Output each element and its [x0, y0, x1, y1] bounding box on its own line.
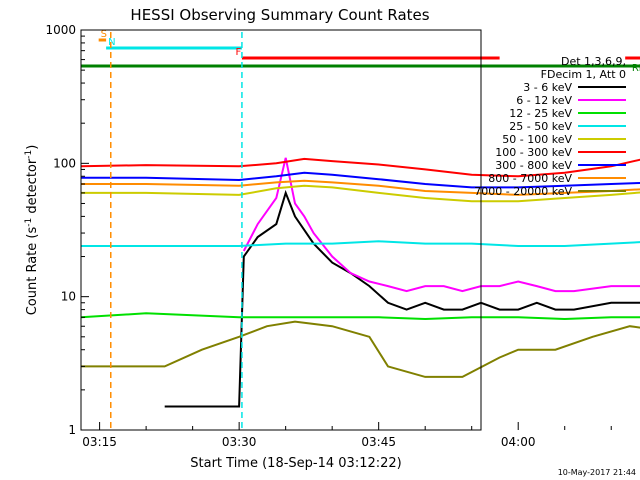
- legend-entry-label: 300 - 800 keV: [495, 159, 572, 172]
- y-tick-label: 1: [68, 423, 76, 437]
- flag-layer: SNFRD0RD6: [81, 29, 640, 430]
- y-tick-label: 1000: [45, 23, 76, 37]
- y-tick-label: 100: [53, 156, 76, 170]
- legend-header-line: FDecim 1, Att 0: [541, 68, 626, 81]
- legend-entry-label: 100 - 300 keV: [495, 146, 572, 159]
- x-tick-label: 04:00: [501, 435, 536, 449]
- plot-frame: [80, 29, 482, 431]
- series-line: [242, 157, 640, 293]
- x-tick-label: 03:30: [222, 435, 257, 449]
- series-line: [81, 171, 640, 189]
- series-line: [80, 157, 640, 178]
- x-axis-label: Start Time (18-Sep-14 03:12:22): [190, 456, 401, 471]
- series-line: [81, 184, 640, 203]
- legend-header-line: Det 1,3,6,9,: [561, 55, 626, 68]
- x-tick-label: 03:45: [361, 435, 396, 449]
- y-axis-label-part: Count Rate (s: [25, 227, 40, 316]
- y-axis-label-part: ): [25, 145, 40, 150]
- flag-label: N: [108, 37, 115, 48]
- x-tick-label: 03:15: [82, 435, 117, 449]
- legend-entry-label: 6 - 12 keV: [516, 94, 572, 107]
- series-line: [164, 189, 640, 408]
- footer-date: 10-May-2017 21:44: [558, 468, 636, 477]
- flag-label: RD6: [632, 63, 640, 74]
- legend-entry-label: 50 - 100 keV: [502, 133, 572, 146]
- legend-entry-label: 3 - 6 keV: [523, 81, 572, 94]
- y-axis-label-superscript: -1: [24, 218, 34, 227]
- y-tick-label: 10: [61, 290, 76, 304]
- axes-layer: 110100100003:1503:3003:4504:0004:1504:30…: [45, 23, 612, 449]
- legend: Det 1,3,6,9, FDecim 1, Att 0 3 - 6 keV6 …: [474, 55, 626, 198]
- legend-entry-label: 800 - 7000 keV: [488, 172, 572, 185]
- series-line: [81, 179, 640, 196]
- legend-entry-label: 25 - 50 keV: [509, 120, 572, 133]
- legend-entry-label: 12 - 25 keV: [509, 107, 572, 120]
- y-axis-label-part: detector: [25, 158, 40, 218]
- series-layer: [80, 157, 640, 408]
- series-line: [81, 240, 640, 247]
- series-line: [80, 312, 640, 321]
- legend-entry-label: 7000 - 20000 keV: [474, 185, 572, 198]
- series-line: [81, 320, 640, 378]
- y-axis-label: Count Rate (s-1 detector-1): [24, 145, 40, 316]
- flag-label: F: [236, 47, 242, 58]
- y-axis-label-superscript: -1: [24, 150, 34, 159]
- chart-title: HESSI Observing Summary Count Rates: [130, 6, 429, 24]
- flag-label: S: [101, 29, 107, 40]
